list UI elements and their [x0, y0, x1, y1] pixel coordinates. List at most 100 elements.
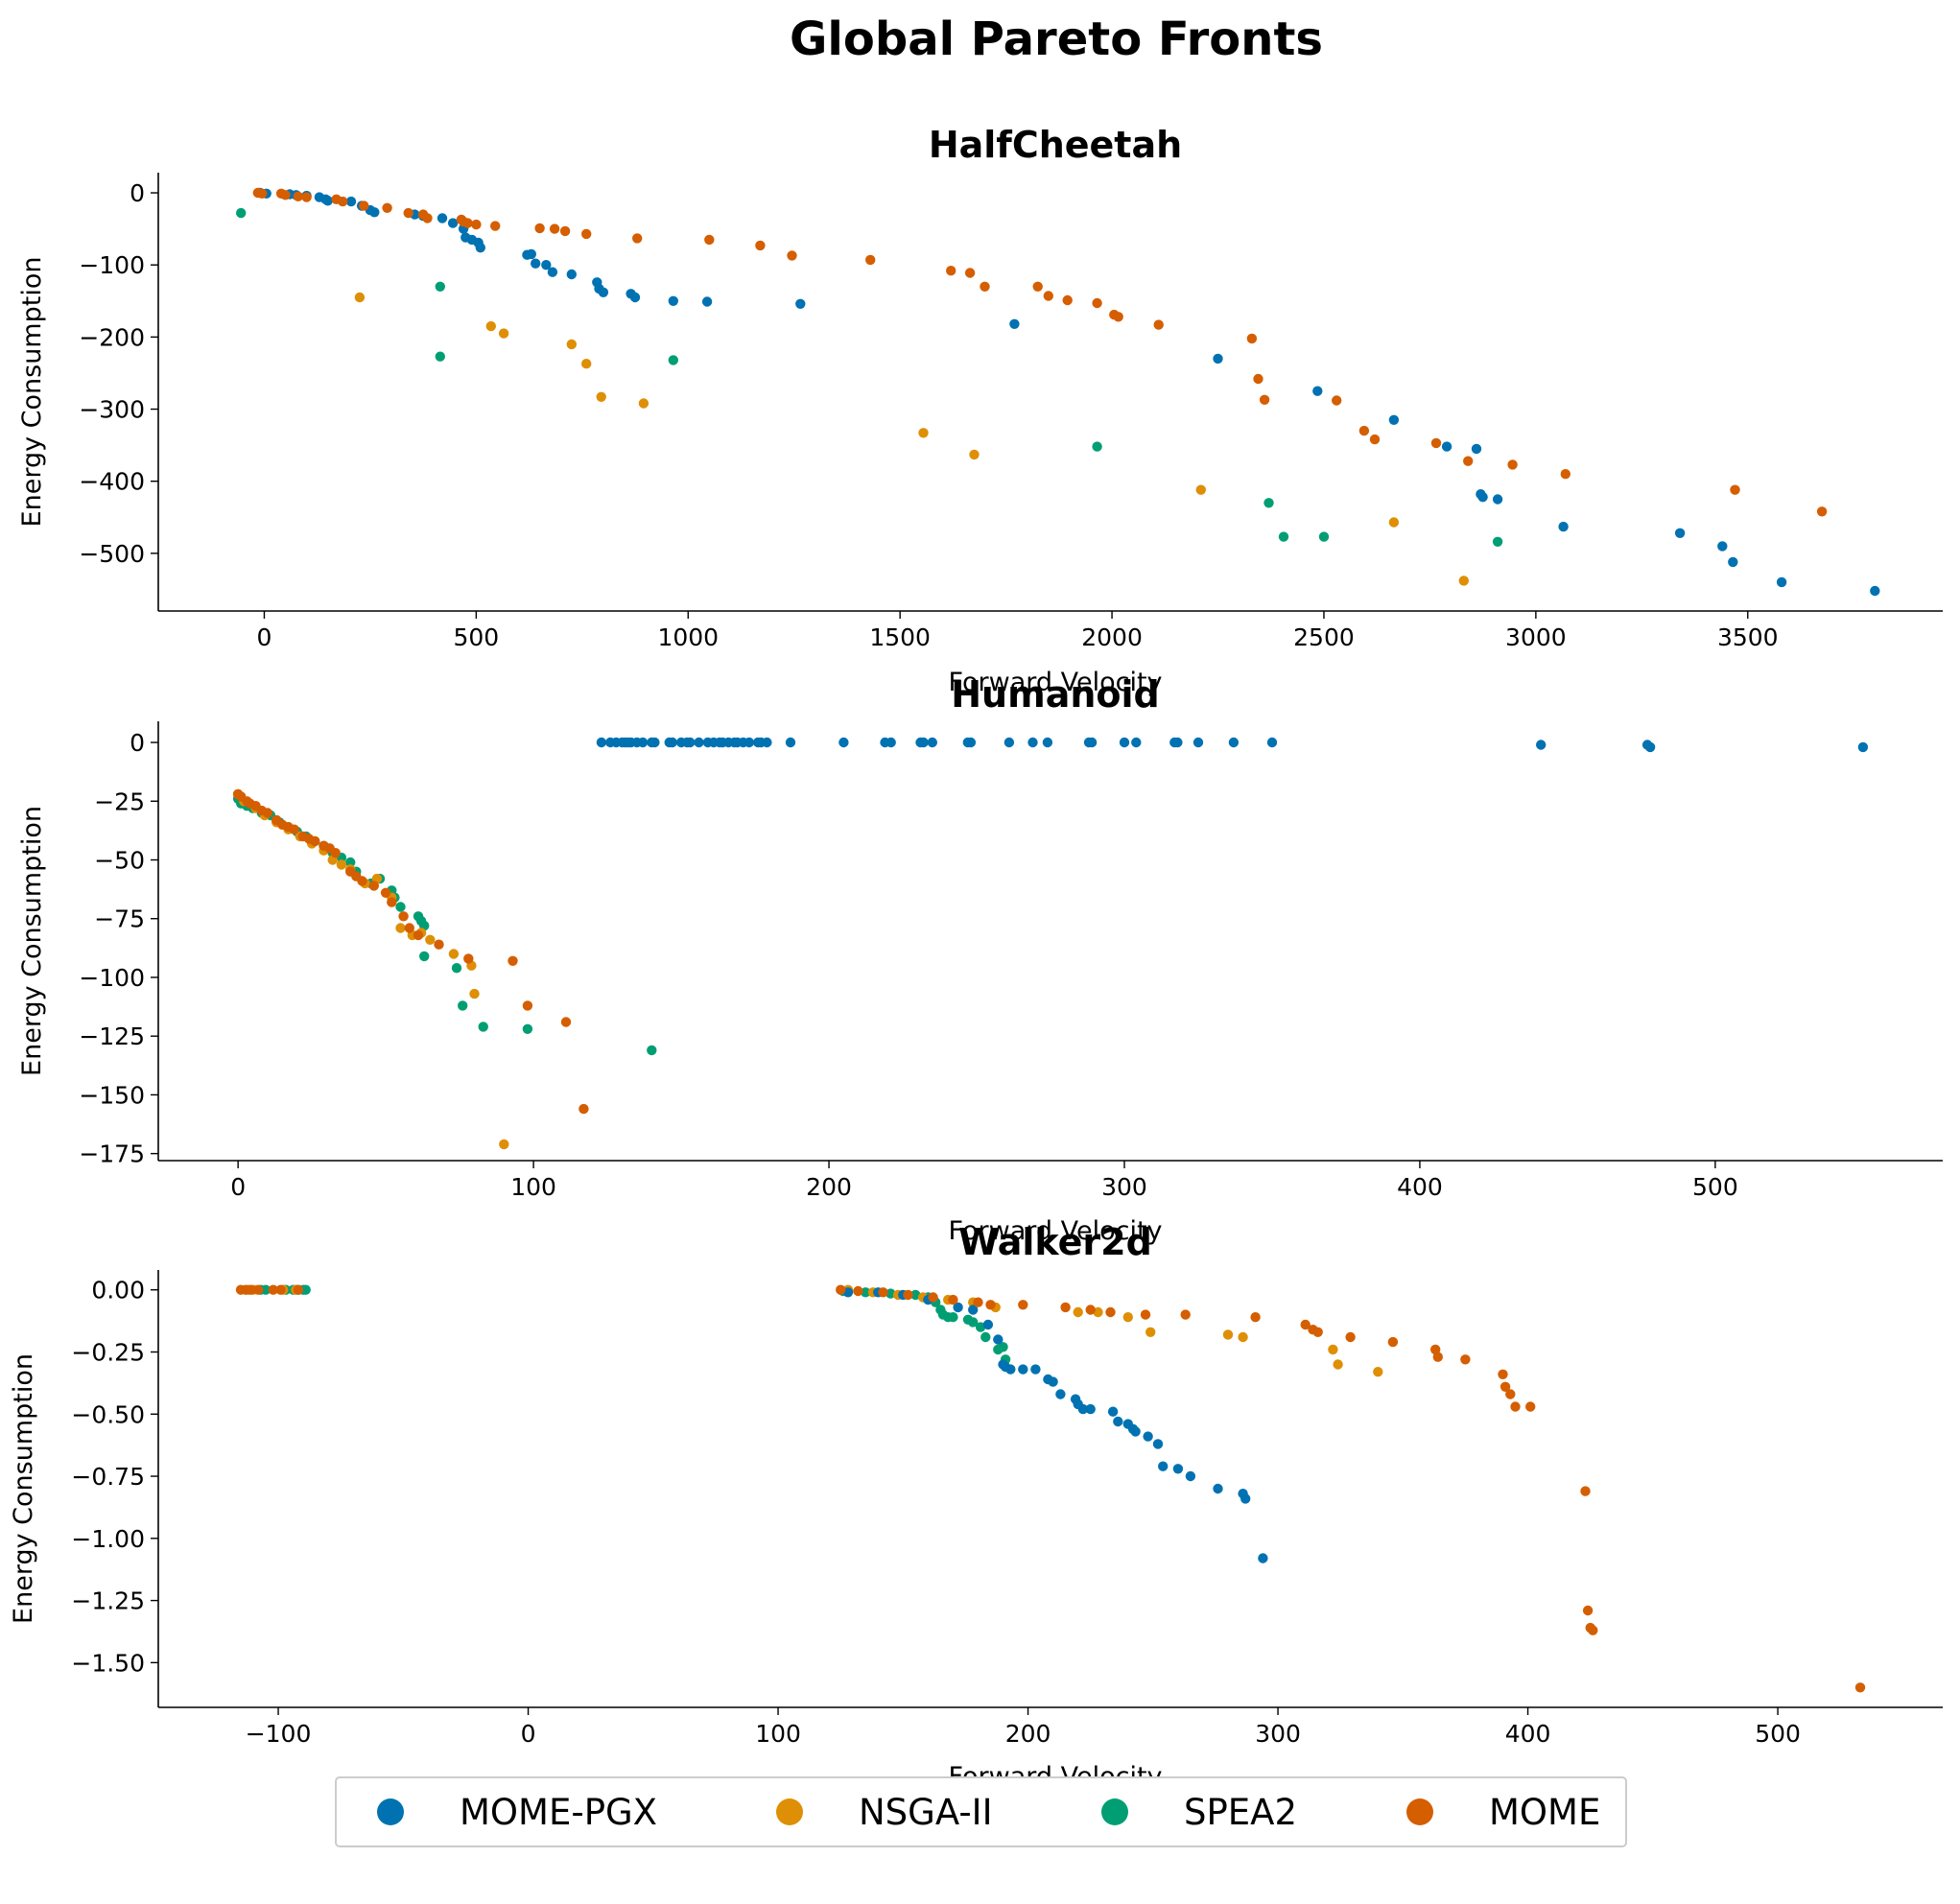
data-point	[968, 1305, 979, 1315]
data-point	[395, 923, 406, 933]
data-point	[1093, 1306, 1103, 1318]
data-point	[928, 1292, 938, 1303]
data-point	[964, 268, 976, 278]
y-tick-label: −50	[94, 847, 145, 875]
series-mome-pgx-walker2d	[842, 1287, 1268, 1563]
data-point	[526, 248, 536, 260]
data-point	[1278, 531, 1289, 542]
legend-marker	[776, 1798, 803, 1825]
data-point	[948, 1294, 958, 1305]
data-point	[293, 1284, 304, 1295]
data-point	[566, 339, 577, 350]
data-point	[668, 295, 678, 306]
data-point	[1180, 1309, 1191, 1320]
data-point	[1854, 1682, 1866, 1693]
data-point	[1195, 484, 1207, 495]
data-point	[1498, 1369, 1508, 1380]
series-spea2-halfcheetah	[236, 207, 1503, 547]
data-point	[1816, 506, 1828, 517]
data-point	[1172, 737, 1183, 748]
data-point	[581, 359, 592, 369]
data-point	[704, 234, 715, 246]
data-point	[471, 219, 482, 230]
data-point	[1477, 492, 1488, 503]
x-tick-label: 500	[1755, 1720, 1801, 1748]
data-point	[1092, 297, 1102, 309]
data-point	[469, 988, 480, 999]
data-point	[559, 225, 571, 237]
legend-label: SPEA2	[1184, 1792, 1297, 1833]
data-point	[1870, 585, 1880, 597]
data-point	[1560, 469, 1571, 480]
data-point	[522, 1000, 533, 1011]
data-point	[1441, 441, 1452, 452]
data-point	[1107, 1406, 1119, 1417]
data-point	[560, 1017, 572, 1027]
x-tick-label: 0	[256, 623, 272, 651]
x-tick-label: 400	[1397, 1173, 1443, 1201]
x-tick-label: −100	[246, 1720, 312, 1748]
legend-marker	[377, 1798, 404, 1825]
data-point	[1492, 536, 1503, 547]
data-point	[1460, 1354, 1471, 1365]
data-point	[842, 1287, 854, 1298]
legend-label: NSGA-II	[859, 1792, 993, 1833]
data-point	[744, 737, 755, 748]
data-point	[498, 328, 509, 339]
data-point	[1238, 1331, 1248, 1343]
data-point	[253, 1284, 264, 1295]
data-point	[357, 876, 367, 886]
data-point	[345, 196, 357, 207]
data-point	[434, 939, 444, 950]
y-tick-label: −100	[79, 964, 145, 992]
data-point	[1122, 1312, 1134, 1323]
data-point	[993, 1334, 1004, 1345]
data-point	[1043, 291, 1054, 301]
data-point	[387, 897, 397, 907]
data-point	[262, 808, 273, 818]
data-point	[1042, 737, 1053, 748]
data-point	[968, 1317, 979, 1328]
y-tick-label: 0.00	[91, 1277, 145, 1305]
data-point	[1253, 373, 1263, 385]
data-point	[969, 449, 980, 460]
data-point	[985, 1300, 996, 1310]
legend-entry-mome: MOME	[1406, 1792, 1600, 1833]
data-point	[694, 737, 704, 748]
series-nsga-ii-humanoid	[232, 788, 509, 1150]
data-point	[980, 1331, 991, 1343]
data-point	[435, 281, 445, 292]
data-point	[1318, 531, 1330, 542]
data-point	[447, 218, 459, 228]
data-point	[836, 1284, 846, 1295]
data-point	[280, 190, 291, 200]
data-point	[300, 1284, 311, 1295]
data-point	[1258, 1553, 1268, 1563]
y-tick-label: −200	[79, 323, 145, 351]
y-tick-label: −300	[79, 396, 145, 424]
data-point	[1213, 353, 1223, 364]
data-point	[395, 902, 406, 912]
data-point	[541, 260, 552, 270]
data-point	[1388, 414, 1400, 425]
data-point	[419, 951, 430, 962]
y-tick-label: −1.25	[71, 1587, 145, 1615]
data-point	[785, 737, 796, 748]
data-point	[637, 737, 649, 748]
data-point	[1004, 737, 1015, 748]
data-point	[861, 1287, 871, 1298]
data-point	[1776, 576, 1787, 588]
data-point	[948, 1312, 958, 1323]
x-tick-label: 200	[806, 1173, 852, 1201]
data-point	[1388, 517, 1400, 528]
series-mome-halfcheetah	[252, 187, 1828, 517]
data-point	[998, 1342, 1008, 1352]
data-point	[1105, 1306, 1116, 1318]
y-axis-label: Energy Consumption	[17, 257, 47, 528]
data-point	[598, 287, 609, 297]
x-axis-label: Forward Velocity	[948, 1216, 1162, 1246]
data-point	[1005, 1364, 1016, 1375]
data-point	[1193, 737, 1204, 748]
data-point	[1153, 319, 1164, 330]
